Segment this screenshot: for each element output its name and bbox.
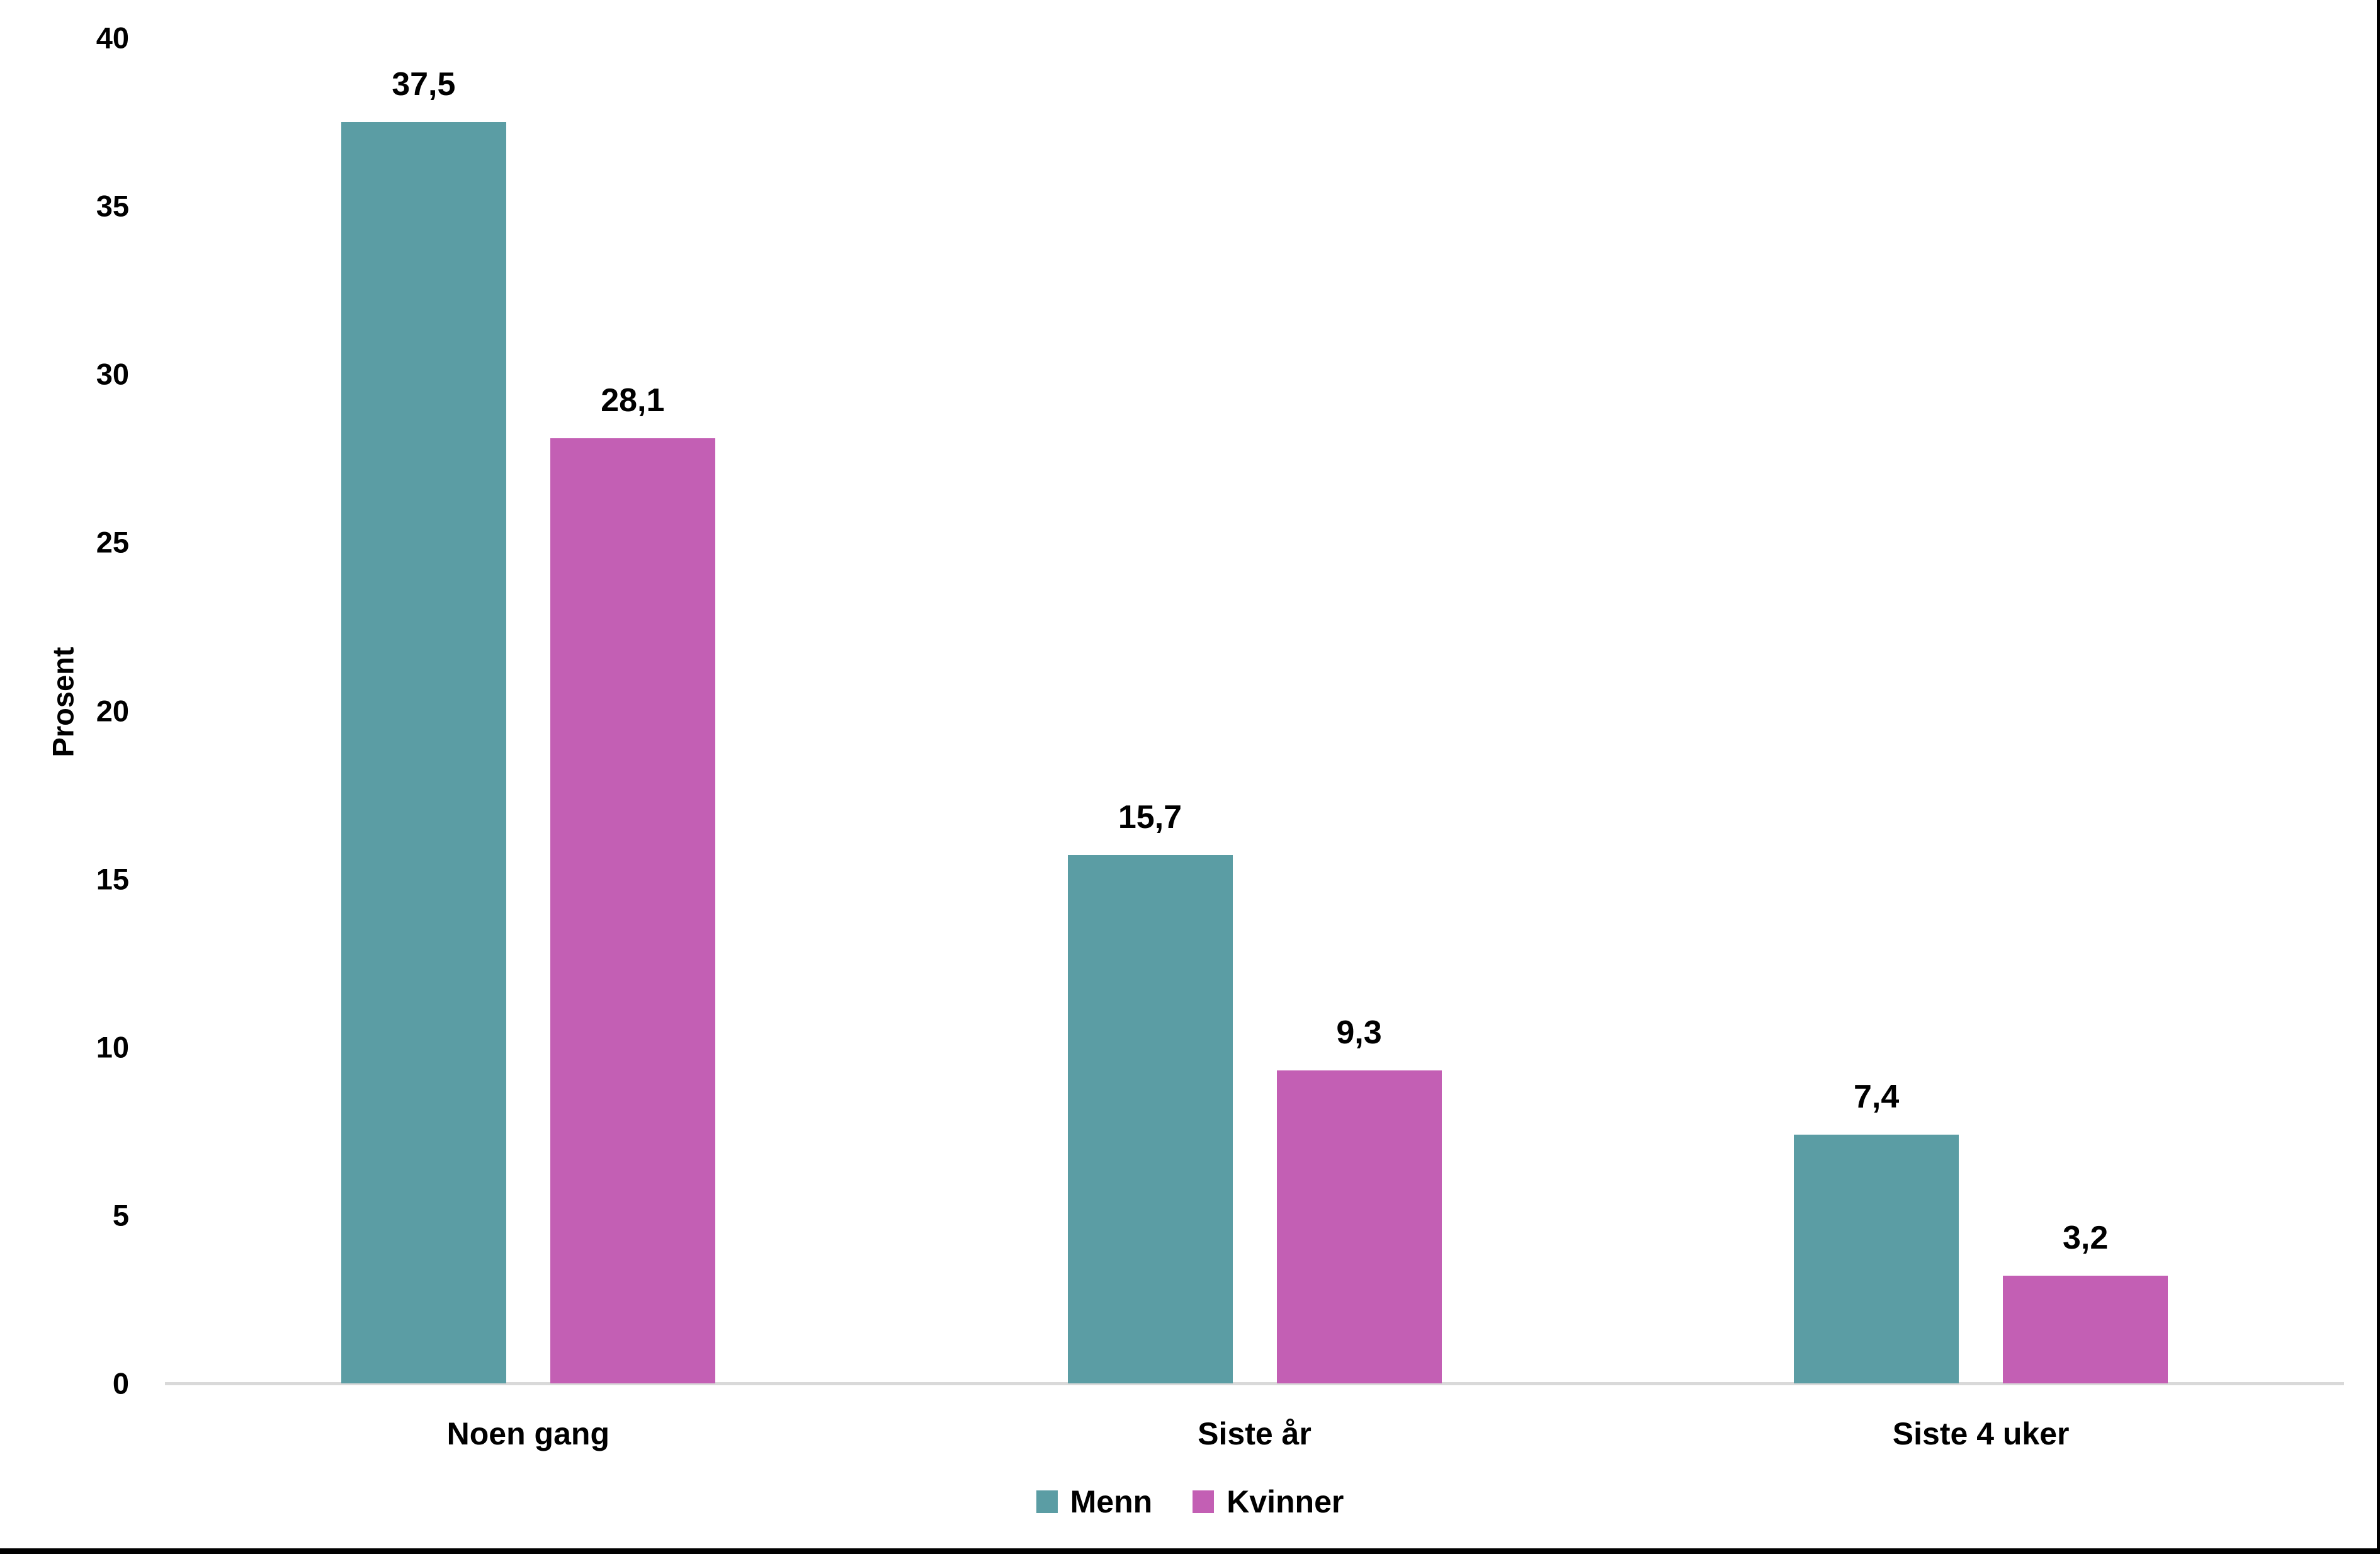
x-axis-category-label-siste-4-uker: Siste 4 uker xyxy=(1892,1416,2070,1451)
legend-label-kvinner: Kvinner xyxy=(1227,1484,1344,1519)
bar-value-label-menn-siste-r: 15,7 xyxy=(1118,799,1182,836)
bar-menn-siste-r xyxy=(1067,855,1233,1383)
bar-value-label-kvinner-siste-4-uker: 3,2 xyxy=(2063,1220,2109,1257)
legend-swatch-kvinner xyxy=(1193,1490,1215,1513)
y-axis-tick-label-35: 35 xyxy=(96,189,129,223)
legend-item-kvinner: Kvinner xyxy=(1193,1483,1344,1520)
bar-value-label-menn-noen-gang: 37,5 xyxy=(392,65,456,103)
frame-border-right xyxy=(2377,0,2380,1554)
bar-value-label-kvinner-noen-gang: 28,1 xyxy=(601,382,665,419)
bar-kvinner-noen-gang xyxy=(550,438,715,1383)
y-axis-tick-label-30: 30 xyxy=(96,357,129,391)
bar-menn-siste-4-uker xyxy=(1794,1134,1959,1383)
y-axis-tick-label-40: 40 xyxy=(96,21,129,55)
y-axis-tick-label-15: 15 xyxy=(96,862,129,896)
legend-swatch-menn xyxy=(1036,1490,1058,1513)
y-axis-tick-label-10: 10 xyxy=(96,1030,129,1064)
legend: Menn Kvinner xyxy=(0,1483,2380,1520)
frame-border-bottom xyxy=(0,1548,2380,1554)
legend-item-menn: Menn xyxy=(1036,1483,1153,1520)
y-axis-tick-label-20: 20 xyxy=(96,694,129,727)
bar-value-label-menn-siste-4-uker: 7,4 xyxy=(1854,1078,1900,1115)
legend-label-menn: Menn xyxy=(1070,1484,1153,1519)
y-axis-tick-label-0: 0 xyxy=(112,1366,129,1400)
bar-kvinner-siste-4-uker xyxy=(2003,1276,2168,1383)
x-axis-line xyxy=(165,1382,2344,1385)
x-axis-category-label-noen-gang: Noen gang xyxy=(446,1416,609,1451)
bar-kvinner-siste-r xyxy=(1276,1070,1442,1383)
bar-value-label-kvinner-siste-r: 9,3 xyxy=(1336,1014,1382,1052)
y-axis-tick-label-25: 25 xyxy=(96,525,129,559)
bar-menn-noen-gang xyxy=(341,122,506,1383)
x-axis-category-label-siste-r: Siste år xyxy=(1198,1416,1312,1451)
y-axis-tick-label-5: 5 xyxy=(112,1198,129,1232)
